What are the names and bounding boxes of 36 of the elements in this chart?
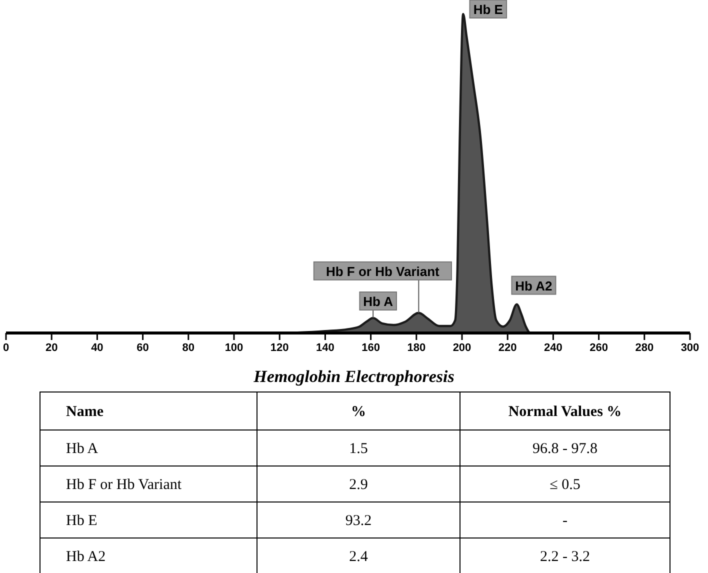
x-tick-label: 20 [45, 342, 58, 354]
x-tick-label: 180 [407, 342, 426, 354]
x-tick-label: 60 [136, 342, 149, 354]
x-tick-label: 0 [2, 342, 10, 354]
x-tick-label: 40 [91, 342, 104, 354]
x-tick-label: 120 [270, 342, 289, 354]
data-label: 93.2 [345, 513, 372, 529]
annotation: Hb E [473, 2, 504, 17]
data-label: 2.2 - 3.2 [540, 549, 590, 565]
data-label: 2.9 [349, 477, 368, 493]
annotation: Hb A [363, 294, 394, 310]
annotation: Hb A2 [515, 278, 552, 294]
x-tick-label: 260 [590, 342, 608, 354]
data-label: 96.8 - 97.8 [532, 441, 598, 457]
x-tick-label: 240 [544, 342, 562, 354]
category-label: Hb E [66, 513, 98, 529]
data-label: 2.4 [349, 549, 368, 565]
text: % [351, 404, 366, 420]
text: Name [66, 404, 104, 420]
x-tick-label: 160 [362, 342, 380, 354]
data-label: ≤ 0.5 [550, 477, 580, 493]
text: Normal Values % [508, 404, 622, 420]
category-label: Hb F or Hb Variant [66, 477, 182, 493]
x-tick-label: 280 [635, 342, 654, 354]
category-label: Hb A2 [66, 549, 106, 565]
data-label: - [562, 513, 568, 529]
annotation: Hb F or Hb Variant [326, 264, 440, 279]
x-tick-label: 80 [182, 342, 195, 354]
text: Hemoglobin Electrophoresis [252, 367, 455, 386]
category-label: Hb A [66, 441, 98, 457]
x-tick-label: 200 [452, 342, 472, 354]
data-label: 1.5 [349, 441, 368, 457]
x-tick-label: 140 [316, 342, 334, 354]
x-tick-label: 100 [224, 342, 244, 354]
x-tick-label: 220 [498, 342, 517, 354]
x-tick-label: 300 [680, 342, 700, 354]
